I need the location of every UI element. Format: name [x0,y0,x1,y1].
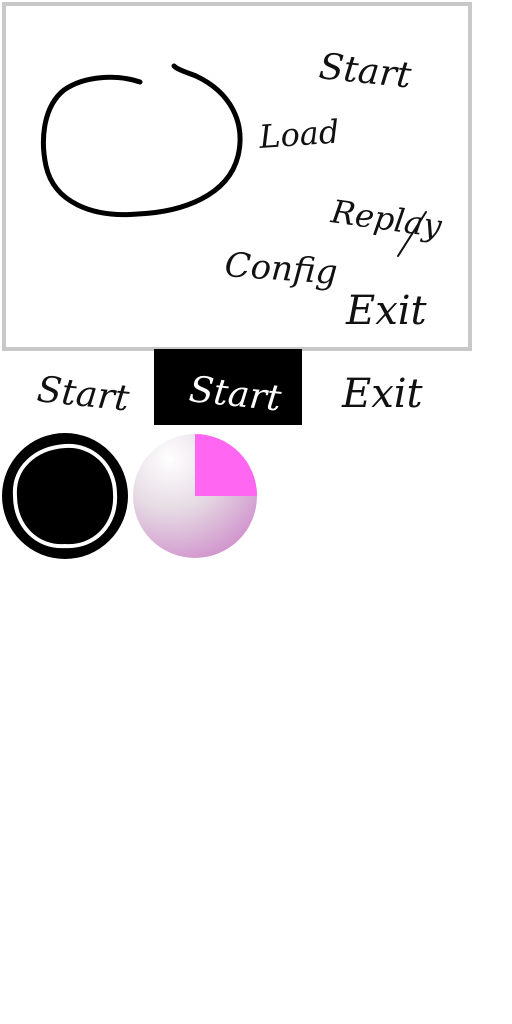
menu-config-button[interactable]: Config [223,245,338,293]
start-active-label: Start [187,369,284,419]
start-normal-label: Start [35,369,132,419]
replay-tail-stroke [397,211,427,257]
exit-normal-label: Exit [341,371,424,417]
exit-button-normal[interactable]: Exit [308,349,456,425]
start-button-normal[interactable]: Start [2,349,150,425]
progress-canvas [133,434,257,558]
menu-load-button[interactable]: Load [257,112,341,156]
hand-drawn-circle-icon [40,63,243,218]
cursor-canvas [2,433,128,559]
progress-fill [195,434,257,496]
menu-exit-button[interactable]: Exit [345,288,428,334]
start-button-active[interactable]: Start [154,349,302,425]
menu-replay-button[interactable]: Replay [328,192,445,245]
start-normal-canvas: Start [35,369,132,419]
menu-start-button[interactable]: Start [317,46,414,96]
cursor-outer-disc [2,433,128,559]
main-menu-panel: Start Load Replay Config Exit [2,2,472,351]
cursor-white-ring [12,443,118,549]
main-menu-canvas: Start Load Replay Config Exit [40,46,445,334]
button-state-row: Start Start Exit [0,349,470,427]
circle-cursor-icon [1,432,129,560]
exit-normal-canvas: Exit [341,371,424,417]
start-active-canvas: Start [187,369,284,419]
progress-pie-icon [131,432,259,560]
